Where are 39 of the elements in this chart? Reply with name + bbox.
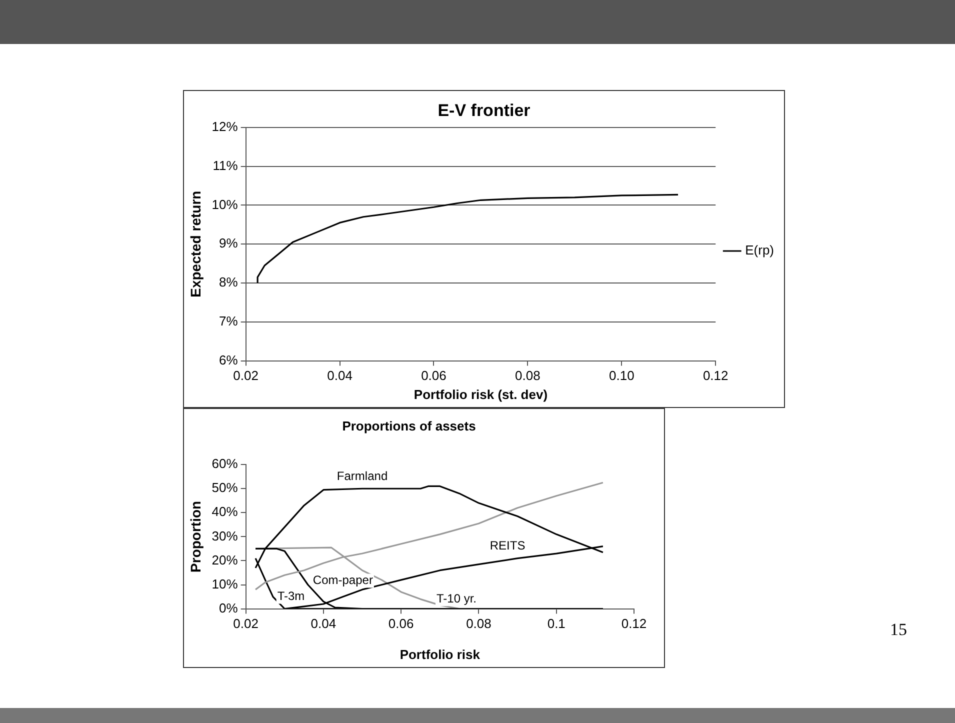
x-tick-label: 0.08	[466, 616, 492, 632]
x-tick-label: 0.06	[388, 616, 414, 632]
x-tick-label: 0.08	[515, 368, 540, 384]
y-tick-label: 40%	[212, 504, 238, 520]
chart-title: E-V frontier	[438, 100, 531, 120]
y-tick-label: 50%	[212, 480, 238, 496]
series-label: T-3m	[277, 589, 305, 604]
chart-title: Proportions of assets	[342, 418, 476, 434]
x-tick-label: 0.06	[421, 368, 446, 384]
y-tick-label: 7%	[219, 313, 238, 328]
y-tick-label: 30%	[212, 528, 238, 544]
y-tick-label: 60%	[212, 456, 238, 472]
y-tick-label: 6%	[219, 352, 238, 368]
y-tick-label: 11%	[212, 158, 238, 173]
x-tick-label: 0.04	[310, 616, 336, 632]
y-tick-label: 0%	[219, 600, 238, 616]
x-tick-label: 0.12	[621, 616, 647, 632]
y-tick-label: 8%	[219, 274, 238, 290]
x-tick-label: 0.10	[608, 368, 634, 384]
y-axis-title: Expected return	[187, 190, 204, 298]
x-tick-label: 0.1	[547, 616, 566, 632]
text: 15	[890, 620, 907, 640]
x-tick-label: 0.12	[702, 368, 728, 384]
series-label: Com-paper	[312, 573, 373, 588]
x-tick-label: 0.04	[327, 368, 352, 384]
legend-label: E(rp)	[745, 242, 774, 258]
y-tick-label: 10%	[212, 576, 238, 592]
series-label: Farmland	[336, 468, 388, 483]
y-tick-label: 20%	[212, 552, 238, 568]
y-tick-label: 9%	[219, 236, 238, 251]
x-axis-title: Portfolio risk	[400, 646, 481, 662]
x-tick-label: 0.02	[233, 616, 258, 632]
series-label: REITS	[490, 538, 526, 553]
series-label: T-10 yr.	[436, 592, 477, 606]
x-tick-label: 0.02	[233, 368, 258, 384]
x-axis-title: Portfolio risk (st. dev)	[414, 386, 548, 402]
y-axis-title: Proportion	[187, 500, 204, 572]
y-tick-label: 10%	[212, 196, 238, 212]
y-tick-label: 12%	[212, 118, 238, 134]
